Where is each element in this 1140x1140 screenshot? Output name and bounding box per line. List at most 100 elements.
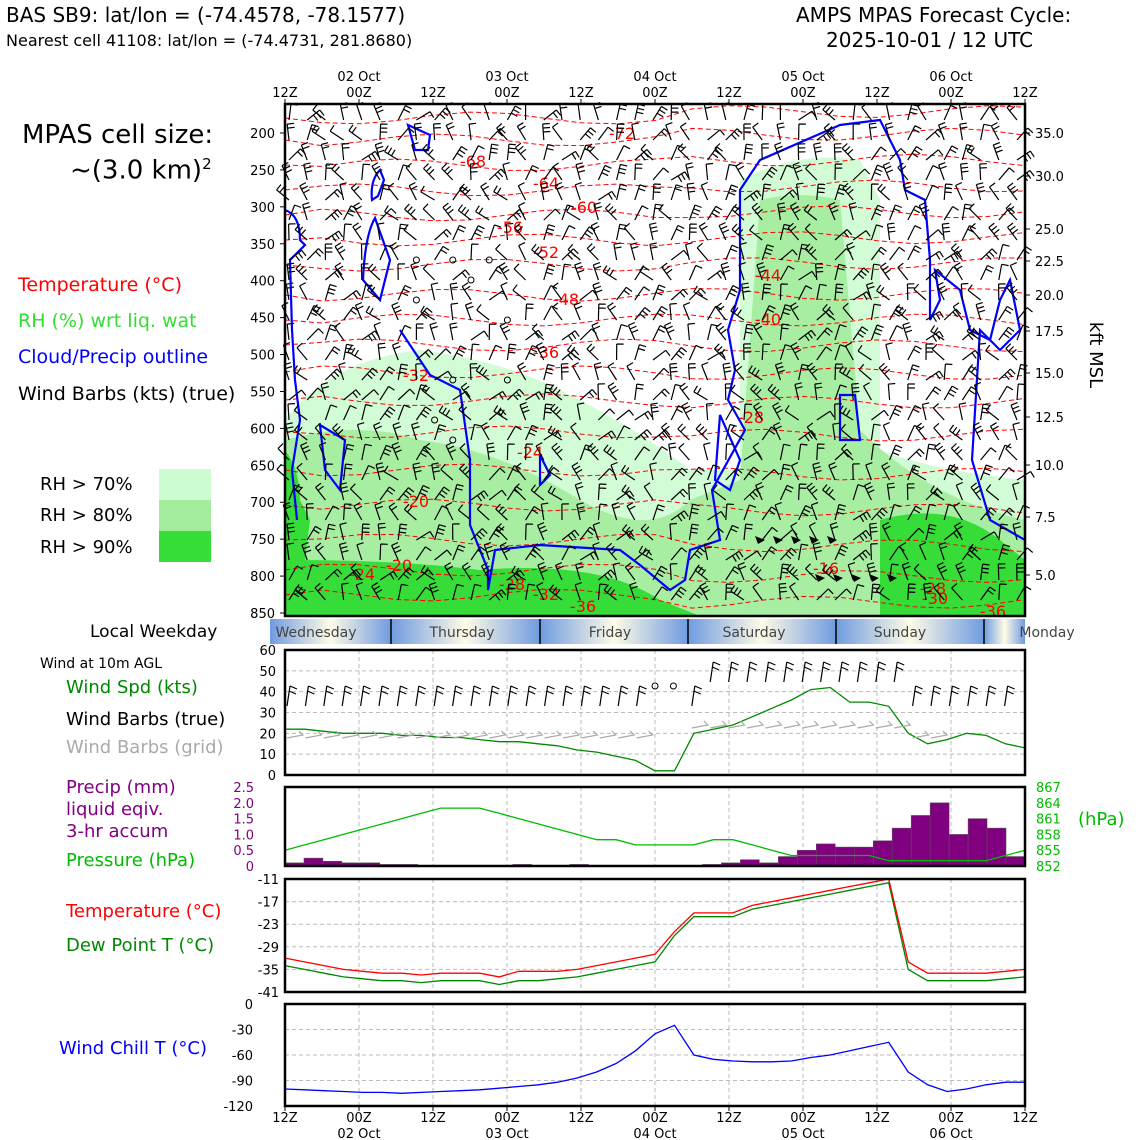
wind-barb bbox=[815, 262, 824, 281]
wind-barb bbox=[356, 542, 364, 561]
wind-barb bbox=[688, 264, 703, 281]
calm-wind-circle bbox=[651, 682, 659, 690]
wind-flag bbox=[869, 574, 879, 582]
wind-barb bbox=[360, 263, 369, 281]
wind-barb bbox=[688, 503, 700, 521]
wind-barb bbox=[300, 441, 311, 461]
temperature-contour-label: -36 bbox=[570, 597, 596, 616]
wind-barb bbox=[652, 105, 668, 121]
wind-barb bbox=[325, 269, 343, 281]
wind-barb bbox=[750, 383, 763, 401]
wind-barb bbox=[397, 263, 406, 281]
wind-barb bbox=[457, 204, 472, 221]
wind-barb bbox=[605, 542, 618, 561]
wind-barb bbox=[652, 367, 670, 381]
weekday-band bbox=[688, 619, 836, 644]
wind-barb bbox=[779, 283, 788, 301]
wind-barb bbox=[461, 102, 472, 121]
wind-barb bbox=[631, 122, 639, 141]
wind-barb bbox=[780, 249, 798, 261]
wind-barb bbox=[694, 564, 708, 581]
wind-barb bbox=[314, 422, 326, 441]
wind-barb bbox=[865, 462, 873, 481]
wind-barb-10m-grid bbox=[415, 730, 434, 739]
precip-tick-label: 0.5 bbox=[233, 844, 254, 859]
weekday-label: Saturday bbox=[722, 625, 785, 641]
legend-cloud-outline: Cloud/Precip outline bbox=[18, 346, 209, 368]
wind10m-tick-label: 30 bbox=[259, 707, 276, 722]
precip-bar bbox=[778, 856, 798, 867]
temperature-contour-label: -52 bbox=[533, 243, 559, 262]
wind-barb bbox=[828, 201, 839, 221]
wind-barb bbox=[960, 162, 969, 181]
wind-barb bbox=[306, 248, 324, 261]
wind-barb bbox=[408, 181, 418, 201]
wind-barb bbox=[573, 301, 583, 321]
bottom-date-label: 05 Oct bbox=[781, 1127, 824, 1140]
wind-barb bbox=[779, 443, 791, 461]
wind-barb bbox=[725, 503, 734, 521]
wind-barb bbox=[350, 563, 363, 581]
precip-bar bbox=[1005, 856, 1026, 867]
wind-barb bbox=[701, 361, 709, 381]
wind-barb bbox=[350, 182, 363, 201]
wind-barb bbox=[325, 209, 343, 221]
wind-barb bbox=[379, 543, 388, 561]
precip-tick-label: 1.0 bbox=[233, 828, 254, 843]
wind-barb bbox=[299, 282, 308, 301]
cloud-outline bbox=[370, 168, 386, 202]
bottom-time-label: 12Z bbox=[716, 1111, 742, 1126]
precip-bar bbox=[853, 846, 874, 867]
wind-barb bbox=[806, 482, 818, 501]
wind-barb bbox=[640, 143, 654, 161]
wind-barb bbox=[857, 344, 872, 361]
rh-swatch-80 bbox=[159, 500, 211, 531]
wind-barb bbox=[343, 443, 355, 461]
wind-barb bbox=[652, 325, 667, 341]
wind-barb-10m-true bbox=[286, 685, 298, 707]
wind-barb bbox=[715, 302, 727, 321]
pressure-tick-label: 700 bbox=[250, 496, 275, 511]
wind-barb bbox=[930, 485, 945, 501]
wind10m-frame bbox=[283, 648, 1027, 777]
wind-barb bbox=[730, 384, 745, 401]
wind-barb bbox=[488, 143, 499, 161]
wind-barb bbox=[488, 168, 507, 181]
rh-legend-70: RH > 70% bbox=[40, 474, 133, 495]
legend-dewpoint-line: Dew Point T (°C) bbox=[66, 935, 215, 956]
wind-barb-10m-true bbox=[507, 685, 519, 707]
wind-barb bbox=[865, 282, 875, 301]
wind-barb bbox=[834, 163, 843, 181]
wind-barb bbox=[306, 328, 324, 341]
wind-barb bbox=[973, 381, 982, 401]
wind-barb bbox=[846, 241, 855, 261]
wind-barb bbox=[798, 243, 809, 261]
wind-barb bbox=[423, 442, 436, 461]
wind-barb bbox=[361, 443, 373, 461]
wind-barb bbox=[343, 223, 352, 241]
wind-barb bbox=[767, 383, 781, 401]
wind-barb bbox=[932, 403, 945, 421]
wind-barb bbox=[950, 243, 963, 261]
wind-barb bbox=[1005, 203, 1018, 221]
wind-barb bbox=[941, 222, 951, 241]
wind-barb bbox=[707, 129, 725, 141]
wind-barb bbox=[495, 523, 508, 541]
wind-barb bbox=[603, 444, 617, 461]
wind-barb bbox=[761, 143, 769, 161]
pressure-tick-label-right: 855 bbox=[1036, 844, 1061, 859]
wind-barb bbox=[531, 323, 545, 341]
temperature-contour-label: -36 bbox=[533, 343, 559, 362]
wind-barb-10m-grid bbox=[544, 730, 562, 739]
wind-barb bbox=[725, 524, 739, 541]
wind-barb bbox=[452, 483, 464, 501]
cloud-outline bbox=[361, 215, 392, 303]
wind-barb bbox=[870, 583, 880, 601]
wind-barb bbox=[703, 102, 713, 121]
top-time-label: 00Z bbox=[642, 86, 668, 101]
wind-barb bbox=[998, 305, 1014, 321]
wind-barb bbox=[797, 143, 806, 161]
wind-barb bbox=[536, 582, 545, 601]
wind-barb bbox=[352, 222, 363, 241]
wind-barb-10m-grid bbox=[452, 730, 470, 739]
